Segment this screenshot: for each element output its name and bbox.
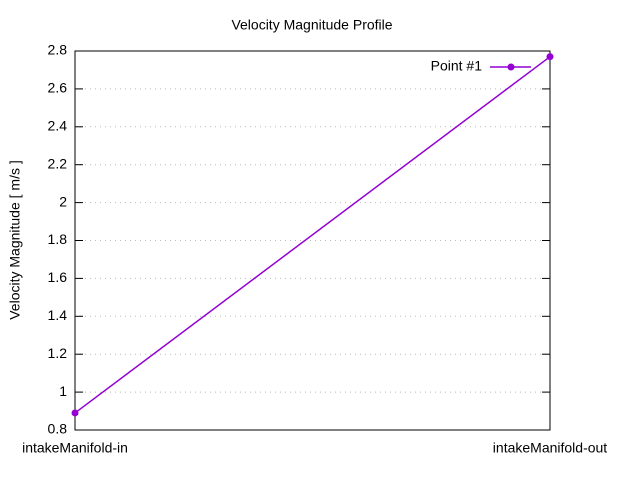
y-tick-label: 1 <box>59 383 67 399</box>
y-tick-label: 1.2 <box>48 345 68 361</box>
point <box>546 53 554 61</box>
chart-title: Velocity Magnitude Profile <box>231 17 392 33</box>
y-axis-label: Velocity Magnitude [ m/s ] <box>7 160 23 320</box>
y-tick-label: 2.8 <box>48 42 68 58</box>
y-tick-label: 1.6 <box>48 269 68 285</box>
y-tick-label: 0.8 <box>48 421 68 437</box>
y-tick-label: 1.4 <box>48 307 68 323</box>
y-tick-label: 1.8 <box>48 231 68 247</box>
x-tick-label: intakeManifold-out <box>493 440 608 456</box>
line <box>74 56 551 414</box>
point <box>71 409 79 417</box>
legend-marker <box>507 63 515 71</box>
x-tick-label: intakeManifold-in <box>22 440 128 456</box>
y-tick-label: 2.6 <box>48 80 68 96</box>
legend-label: Point #1 <box>431 58 483 74</box>
y-tick-label: 2.4 <box>48 118 68 134</box>
y-tick-label: 2 <box>59 193 67 209</box>
y-tick-label: 2.2 <box>48 155 68 171</box>
